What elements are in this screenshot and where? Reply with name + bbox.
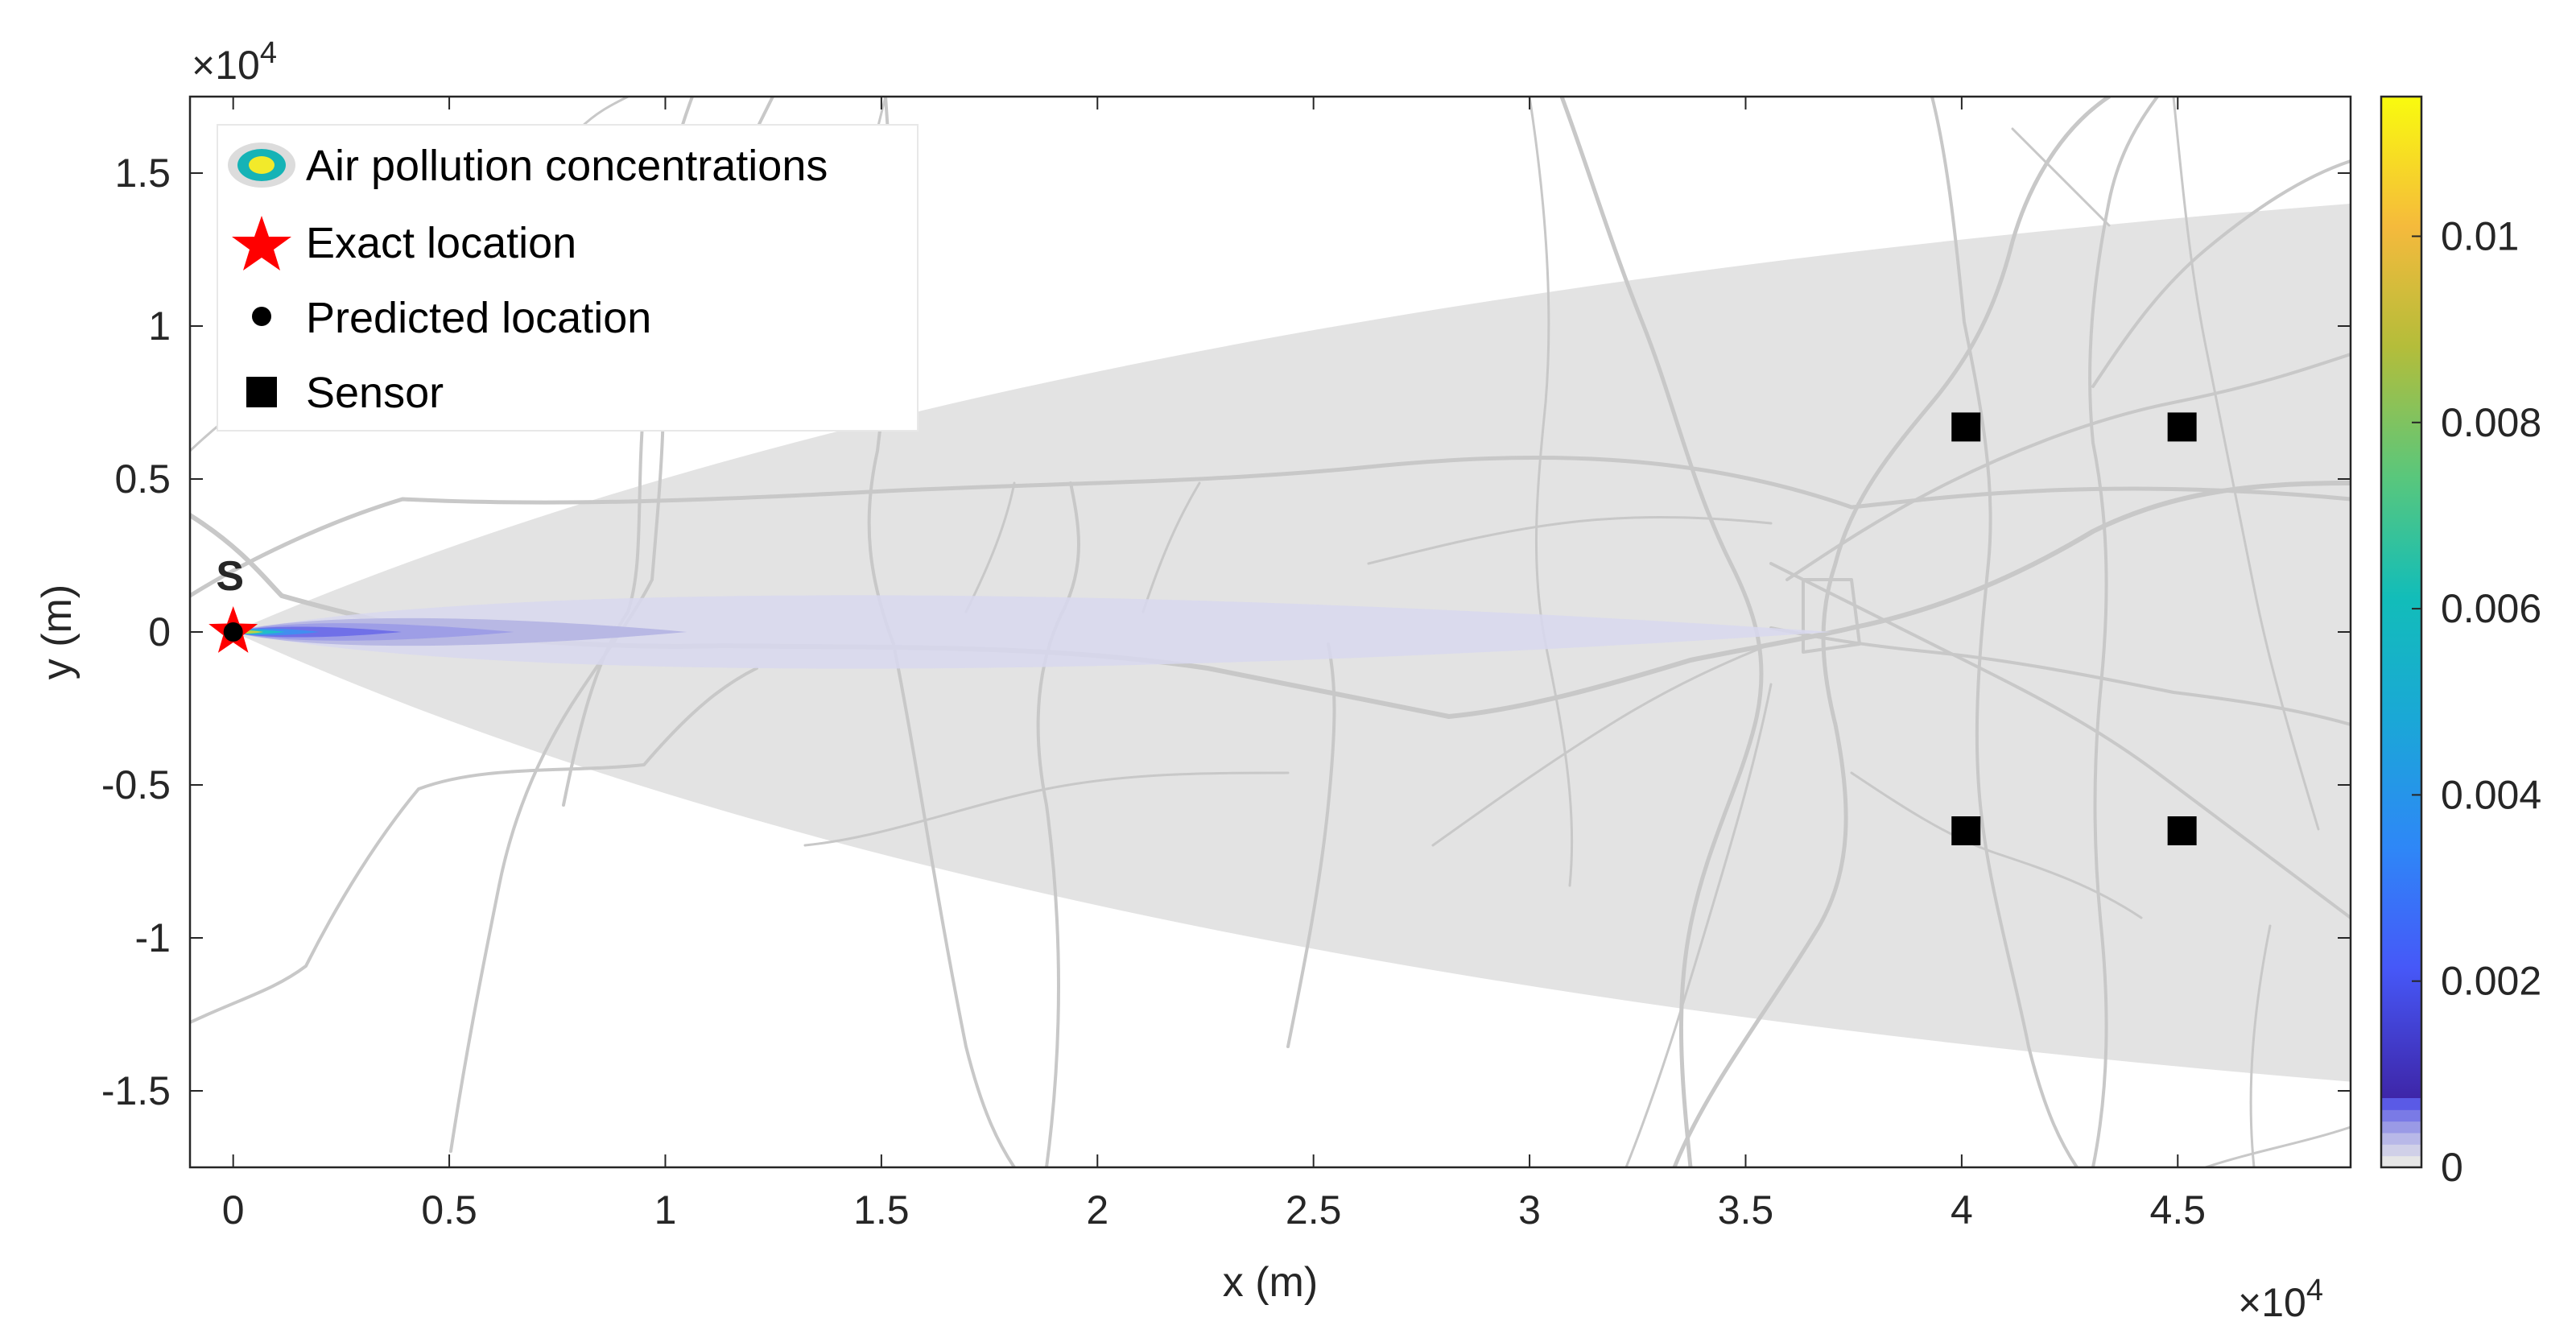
sensor-marker bbox=[1951, 412, 1981, 442]
colorbar-band bbox=[2381, 1144, 2421, 1157]
concentration-contours bbox=[233, 595, 1832, 669]
y-tick-label: 0.5 bbox=[114, 456, 171, 502]
colorbar-tick-label: 0.008 bbox=[2441, 400, 2541, 445]
legend-item-predicted-location: Predicted location bbox=[252, 294, 651, 342]
x-axis: 0 0.5 1 1.5 2 2.5 3 3.5 4 4.5 bbox=[222, 97, 2206, 1233]
legend-label-predicted-location: Predicted location bbox=[306, 294, 651, 342]
contour-icon-core bbox=[249, 156, 275, 174]
black-square-icon bbox=[246, 377, 277, 407]
y-tick-label: -0.5 bbox=[101, 762, 171, 807]
colorbar: 0 0.002 0.004 0.006 0.008 0.01 bbox=[2380, 95, 2541, 1190]
legend-label-sensor: Sensor bbox=[306, 369, 444, 417]
x-tick-label: 3.5 bbox=[1718, 1187, 1774, 1233]
black-dot-icon bbox=[252, 307, 271, 326]
sensor-marker bbox=[2167, 816, 2197, 845]
legend-item-exact-location: Exact location bbox=[232, 216, 576, 270]
y-axis: -1.5 -1 -0.5 0 0.5 1 1.5 bbox=[101, 151, 2351, 1113]
colorbar-band bbox=[2381, 1155, 2421, 1168]
predicted-location-dot bbox=[223, 622, 243, 642]
plot-area: 0 0.5 1 1.5 2 2.5 3 3.5 4 4.5 -1.5-1-0.500.511.5 … bbox=[34, 36, 2352, 1325]
colorbar-tick-label: 0.006 bbox=[2441, 586, 2541, 631]
legend-label-exact-location: Exact location bbox=[306, 219, 576, 267]
x-tick-label: 2 bbox=[1086, 1187, 1108, 1233]
sensor-marker bbox=[2167, 412, 2197, 442]
colorbar-tick-label: 0.004 bbox=[2441, 772, 2541, 817]
source-label: S bbox=[216, 553, 244, 600]
legend-label-concentrations: Air pollution concentrations bbox=[306, 142, 828, 190]
x-axis-label: x (m) bbox=[1223, 1259, 1318, 1306]
x-tick-label: 1.5 bbox=[853, 1187, 910, 1233]
colorbar-tick-label: 0.01 bbox=[2441, 213, 2519, 258]
x-tick-label: 4.5 bbox=[2150, 1187, 2207, 1233]
y-exponent-label: ×104 bbox=[192, 36, 277, 88]
colorbar-band bbox=[2381, 1133, 2421, 1145]
colorbar-band bbox=[2381, 1098, 2421, 1110]
y-tick-label: 0 bbox=[148, 609, 171, 655]
legend-item-concentrations: Air pollution concentrations bbox=[228, 142, 828, 190]
x-tick-label: 2.5 bbox=[1286, 1187, 1342, 1233]
y-tick-label: -1.5 bbox=[101, 1068, 171, 1113]
x-exponent-power: 4 bbox=[2306, 1274, 2323, 1307]
colorbar-ticks: 0 0.002 0.004 0.006 0.008 0.01 bbox=[2412, 213, 2541, 1190]
contour-level-0 bbox=[233, 595, 1832, 669]
x-tick-label: 1 bbox=[654, 1187, 677, 1233]
colorbar-frame bbox=[2380, 95, 2423, 1169]
x-exponent-base: ×10 bbox=[2238, 1280, 2306, 1325]
legend-box bbox=[217, 124, 919, 432]
y-tick-label: 1 bbox=[148, 304, 171, 349]
y-exponent-power: 4 bbox=[260, 36, 277, 70]
x-exponent-label: ×104 bbox=[2238, 1274, 2323, 1325]
colorbar-tick-label: 0.002 bbox=[2441, 959, 2541, 1004]
x-tick-label: 3 bbox=[1518, 1187, 1541, 1233]
colorbar-gradient bbox=[2381, 97, 2421, 1098]
y-exponent-base: ×10 bbox=[192, 43, 260, 88]
x-tick-label: 0 bbox=[222, 1187, 245, 1233]
sensor-marker bbox=[1951, 816, 1981, 845]
data-markers: S bbox=[208, 412, 2197, 845]
y-axis-label: y (m) bbox=[34, 584, 80, 679]
legend-item-sensor: Sensor bbox=[246, 369, 444, 417]
colorbar-band bbox=[2381, 1121, 2421, 1134]
y-tick-label: -1 bbox=[135, 915, 171, 960]
legend: Air pollution concentrations Exact locat… bbox=[217, 124, 919, 432]
colorbar-low-bands bbox=[2381, 1098, 2421, 1168]
x-tick-label: 4 bbox=[1951, 1187, 1973, 1233]
x-tick-label: 0.5 bbox=[421, 1187, 477, 1233]
y-tick-label: 1.5 bbox=[114, 151, 171, 196]
colorbar-tick-label: 0 bbox=[2441, 1145, 2463, 1190]
colorbar-band bbox=[2381, 1109, 2421, 1122]
red-star-icon bbox=[232, 216, 291, 270]
